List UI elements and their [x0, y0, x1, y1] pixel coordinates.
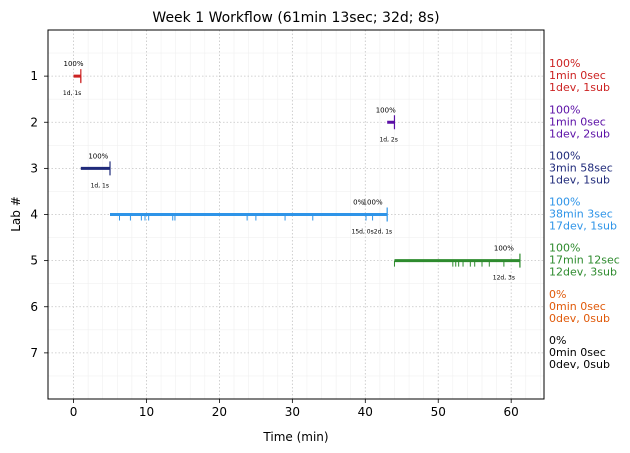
lab-6-summary-line: 0% — [549, 288, 566, 301]
axis-ticks: 0 10 20 30 40 50 60 1 2 3 4 5 6 7 — [30, 69, 518, 419]
x-tick-label: 0 — [70, 405, 78, 419]
lab-2-count-label: 1d, 2s — [379, 136, 397, 143]
y-tick-label: 7 — [30, 346, 38, 360]
lab-5-summary-line: 17min 12sec — [549, 254, 620, 267]
x-tick-label: 40 — [358, 405, 373, 419]
y-tick-label: 3 — [30, 161, 38, 175]
y-tick-label: 4 — [30, 208, 38, 222]
lab-5-count-label: 12d, 3s — [493, 275, 515, 282]
lab-1-percent-label: 100% — [64, 60, 84, 68]
chart-title: Week 1 Workflow (61min 13sec; 32d; 8s) — [152, 10, 439, 26]
lab-4-percent-label: 100% — [363, 199, 383, 207]
lab-3-summary-line: 100% — [549, 149, 580, 162]
y-tick-label: 1 — [30, 69, 38, 83]
lab-7-summary-line: 0dev, 0sub — [549, 358, 610, 371]
lab-7-summary-line: 0min 0sec — [549, 346, 606, 359]
lab-4-count-label: 15d, 0s2d, 1s — [352, 229, 393, 236]
y-tick-label: 6 — [30, 300, 38, 314]
x-tick-label: 20 — [212, 405, 227, 419]
lab-1-summary-line: 1dev, 1sub — [549, 81, 610, 94]
lab-2-percent-label: 100% — [376, 106, 396, 114]
lab-2-summary-line: 1dev, 2sub — [549, 127, 610, 140]
lab-4-percent-label: 0% — [353, 199, 364, 207]
lab-4-summary-line: 38min 3sec — [549, 208, 613, 221]
lab-3-summary-line: 3min 58sec — [549, 161, 613, 174]
lab-3-percent-label: 100% — [88, 152, 108, 160]
lab-3-count-label: 1d, 1s — [91, 182, 109, 189]
y-tick-label: 5 — [30, 254, 38, 268]
lab-7-summary-line: 0% — [549, 334, 566, 347]
lab-2-summary-line: 1min 0sec — [549, 115, 606, 128]
lab-2-summary-line: 100% — [549, 103, 580, 116]
lab-4-summary-line: 17dev, 1sub — [549, 220, 617, 233]
x-tick-label: 10 — [139, 405, 154, 419]
lab-5-summary-line: 12dev, 3sub — [549, 266, 617, 279]
x-tick-label: 60 — [504, 405, 519, 419]
lab-5-percent-label: 100% — [494, 245, 514, 253]
x-axis-label: Time (min) — [262, 430, 328, 444]
lab-1-count-label: 1d, 1s — [63, 90, 81, 97]
lab-1-summary-line: 100% — [549, 57, 580, 70]
lab-6-summary-line: 0dev, 0sub — [549, 312, 610, 325]
y-axis-label: Lab # — [9, 196, 23, 232]
x-tick-label: 50 — [431, 405, 446, 419]
lab-6-summary-line: 0min 0sec — [549, 300, 606, 313]
lab-3-summary-line: 1dev, 1sub — [549, 173, 610, 186]
lab-4-summary-line: 100% — [549, 196, 580, 209]
lab-5-summary-line: 100% — [549, 242, 580, 255]
lab-1-summary-line: 1min 0sec — [549, 69, 606, 82]
x-tick-label: 30 — [285, 405, 300, 419]
y-tick-label: 2 — [30, 115, 38, 129]
